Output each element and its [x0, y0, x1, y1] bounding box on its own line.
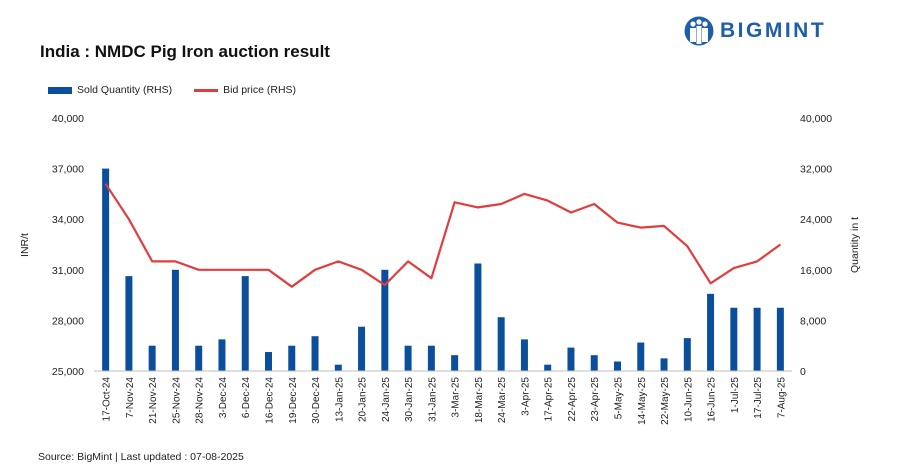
- bar-5-May-25: [614, 361, 621, 371]
- y-axis-title-right: Quantity in t: [849, 217, 861, 273]
- y-tick-label-left: 31,000: [52, 265, 84, 277]
- x-tick-label: 10-Jun-25: [683, 377, 694, 422]
- brand-logo-icon: [684, 16, 714, 46]
- x-tick-label: 6-Dec-24: [241, 377, 252, 419]
- y-axis-title-left: INR/t: [19, 233, 31, 257]
- bar-16-Jun-25: [707, 293, 715, 371]
- y-tick-label-right: 8,000: [800, 315, 826, 327]
- bar-10-Jun-25: [683, 338, 691, 371]
- bar-7-Aug-25: [776, 307, 784, 371]
- x-tick-label: 3-Apr-25: [520, 377, 531, 416]
- x-tick-label: 17-Apr-25: [544, 377, 555, 422]
- bar-21-Nov-24: [148, 345, 156, 371]
- bar-24-Mar-25: [497, 317, 505, 371]
- bar-16-Dec-24: [265, 352, 272, 371]
- legend-item-bid-price: Bid price (RHS): [194, 84, 296, 96]
- x-tick-label: 1-Jul-25: [730, 377, 741, 414]
- bar-17-Apr-25: [544, 364, 552, 371]
- x-tick-label: 3-Dec-24: [218, 377, 229, 419]
- line-series-bid-price: [104, 183, 782, 288]
- bar-13-Jan-25: [334, 364, 342, 371]
- bar-20-Jan-25: [358, 326, 366, 371]
- y-tick-label-left: 34,000: [52, 214, 84, 226]
- x-tick-label: 25-Nov-24: [171, 377, 182, 424]
- x-tick-label: 20-Jan-25: [358, 377, 369, 422]
- x-tick-label: 18-Mar-25: [474, 377, 485, 424]
- x-tick-label: 19-Dec-24: [288, 377, 299, 424]
- brand-logo: BIGMINT: [684, 15, 826, 47]
- chart-title: India : NMDC Pig Iron auction result: [40, 42, 330, 61]
- x-tick-label: 17-Oct-24: [102, 377, 113, 422]
- legend-line-swatch: [194, 88, 219, 92]
- bid-price-line: [104, 183, 782, 288]
- x-tick-label: 21-Nov-24: [148, 377, 159, 424]
- legend-item-sold-quantity: Sold Quantity (RHS): [48, 84, 172, 96]
- x-tick-label: 22-May-25: [660, 377, 671, 425]
- y-tick-label-right: 24,000: [800, 214, 832, 226]
- source-note: Source: BigMint | Last updated : 07-08-2…: [38, 451, 244, 463]
- x-tick-label: 7-Nov-24: [125, 377, 136, 419]
- x-tick-label: 28-Nov-24: [195, 377, 206, 424]
- bar-31-Jan-25: [427, 345, 435, 371]
- bar-22-Apr-25: [567, 347, 575, 371]
- x-tick-label: 30-Jan-25: [404, 377, 415, 422]
- bar-28-Nov-24: [195, 345, 203, 371]
- brand-name: BIGMINT: [720, 19, 827, 42]
- bar-23-Apr-25: [590, 355, 598, 371]
- y-tick-label-right: 32,000: [800, 164, 832, 176]
- x-tick-label: 24-Mar-25: [497, 377, 508, 424]
- x-tick-label: 5-May-25: [614, 377, 625, 420]
- y-tick-label-right: 16,000: [800, 265, 832, 277]
- x-tick-label: 3-Mar-25: [451, 377, 462, 418]
- legend-label-bid-price: Bid price (RHS): [223, 84, 297, 96]
- x-tick-label: 16-Dec-24: [265, 377, 276, 424]
- x-tick-label: 24-Jan-25: [381, 377, 392, 422]
- x-tick-label: 14-May-25: [637, 377, 648, 425]
- bar-series-sold-quantity: [102, 168, 784, 371]
- x-tick-label: 30-Dec-24: [311, 377, 322, 424]
- legend-label-sold-quantity: Sold Quantity (RHS): [77, 84, 173, 96]
- x-tick-label: 16-Jun-25: [707, 377, 718, 422]
- bar-17-Oct-24: [102, 168, 110, 371]
- bar-6-Dec-24: [241, 276, 249, 371]
- y-tick-label-left: 25,000: [52, 366, 84, 378]
- y-tick-label-right: 0: [800, 366, 806, 378]
- bar-1-Jul-25: [730, 307, 738, 371]
- x-tick-label: 7-Aug-25: [776, 377, 787, 419]
- chart-legend: Sold Quantity (RHS) Bid price (RHS): [48, 84, 318, 96]
- legend-bar-swatch: [48, 86, 72, 94]
- axis-labels: 25,000 28,000 31,000 34,000 37,000 40,000 0 8,0…: [19, 113, 861, 425]
- x-tick-label: 13-Jan-25: [334, 377, 345, 422]
- y-tick-label-left: 40,000: [52, 113, 84, 125]
- bar-22-May-25: [660, 358, 668, 371]
- y-tick-label-right: 40,000: [800, 113, 832, 125]
- bar-24-Jan-25: [381, 269, 389, 371]
- bar-18-Mar-25: [474, 263, 482, 371]
- x-tick-label: 23-Apr-25: [590, 377, 601, 422]
- bar-14-May-25: [637, 342, 645, 371]
- x-tick-label: 31-Jan-25: [427, 377, 438, 422]
- bar-30-Dec-24: [311, 336, 319, 371]
- bar-17-Jul-25: [753, 307, 761, 371]
- y-tick-label-left: 37,000: [52, 164, 84, 176]
- bar-3-Mar-25: [451, 355, 459, 371]
- y-tick-label-left: 28,000: [52, 315, 84, 327]
- bar-19-Dec-24: [288, 345, 296, 371]
- bar-3-Dec-24: [218, 339, 226, 371]
- bar-25-Nov-24: [171, 269, 179, 371]
- bar-3-Apr-25: [520, 339, 528, 371]
- x-tick-label: 22-Apr-25: [567, 377, 578, 422]
- bar-7-Nov-24: [125, 276, 133, 371]
- x-tick-label: 17-Jul-25: [753, 377, 764, 419]
- bar-30-Jan-25: [404, 345, 412, 371]
